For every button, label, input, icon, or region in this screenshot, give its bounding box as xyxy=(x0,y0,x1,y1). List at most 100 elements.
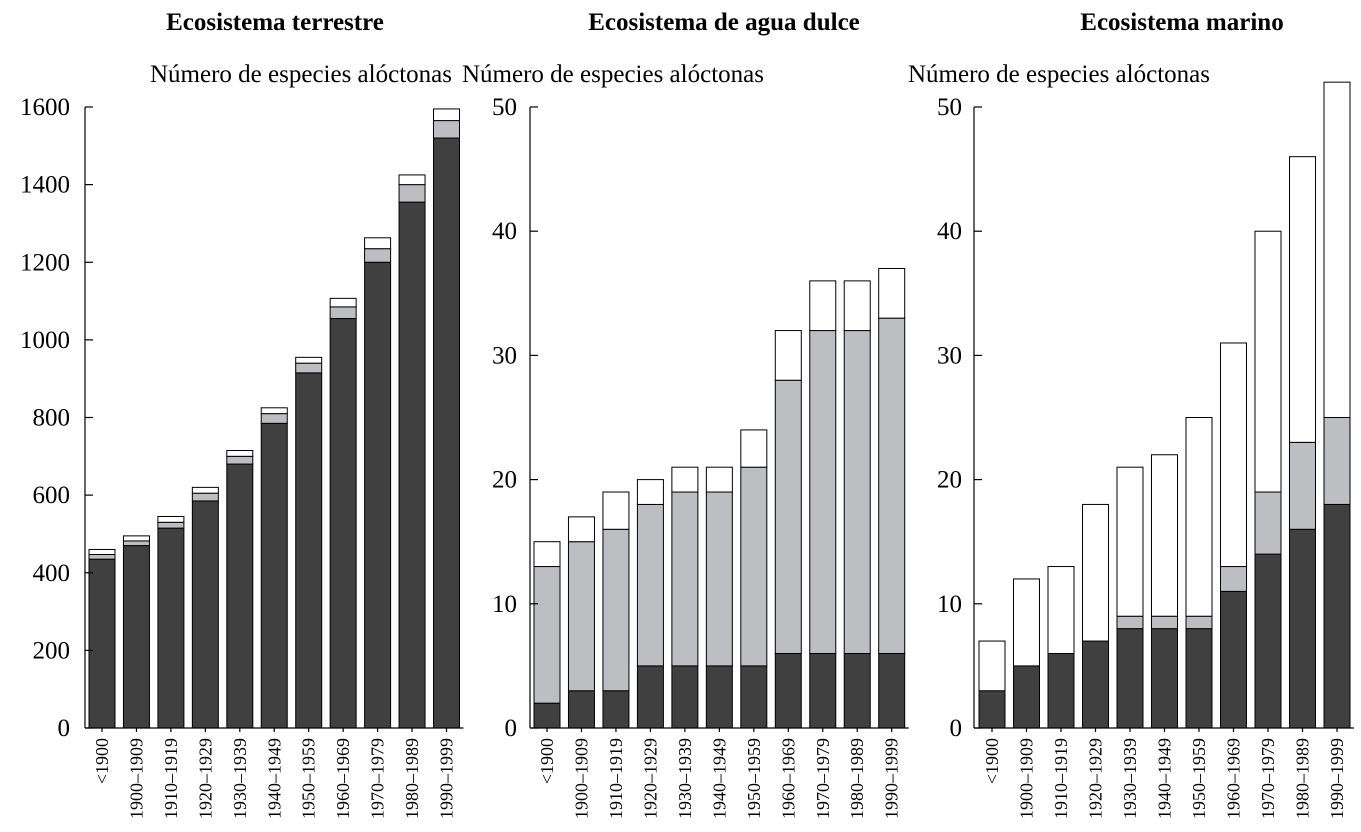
bar-segment-dark xyxy=(398,201,426,729)
x-tick-label: 1920–1929 xyxy=(640,738,660,819)
bar-segment-gray xyxy=(1185,615,1213,630)
y-tick-label: 1200 xyxy=(20,249,70,276)
bar-segment-white xyxy=(533,541,561,568)
chart-title: Ecosistema terrestre xyxy=(166,9,384,36)
bar-segment-gray xyxy=(260,413,288,424)
bar-segment-dark xyxy=(1116,628,1144,729)
bar-segment-white xyxy=(978,640,1006,692)
bar-segment-gray xyxy=(295,362,323,374)
x-tick-label: 1930–1939 xyxy=(675,738,695,819)
bar-segment-white xyxy=(398,174,426,186)
bar-segment-white xyxy=(602,491,630,530)
x-tick-label: 1960–1969 xyxy=(1224,738,1244,819)
y-tick-label: 30 xyxy=(492,342,517,369)
x-tick-label: 1980–1989 xyxy=(1293,738,1313,819)
bar-segment-white xyxy=(191,486,219,494)
bar-segment-dark xyxy=(705,665,733,729)
x-tick-label: 1910–1919 xyxy=(1051,738,1071,819)
x-tick-label: 1900–1909 xyxy=(126,738,146,819)
bar-segment-dark xyxy=(1013,665,1040,729)
bar-segment-dark xyxy=(740,665,768,729)
bar-segment-dark xyxy=(1151,628,1178,729)
y-tick-label: 0 xyxy=(950,715,963,742)
bar-segment-white xyxy=(567,516,595,543)
y-tick-label: 30 xyxy=(937,342,962,369)
y-tick-label: 800 xyxy=(33,405,71,432)
bar-segment-white xyxy=(295,356,323,364)
bar-segment-dark xyxy=(774,652,802,729)
bar-segment-gray xyxy=(1323,417,1351,505)
bar-segment-dark xyxy=(843,652,871,729)
x-tick-label: 1920–1929 xyxy=(195,738,215,819)
x-tick-label: 1970–1979 xyxy=(1258,738,1278,819)
bar-segment-gray xyxy=(226,455,254,465)
y-tick-label: 0 xyxy=(505,715,518,742)
bar-segment-gray xyxy=(1151,615,1178,630)
bar-segment-gray xyxy=(433,120,460,139)
x-tick-label: <1900 xyxy=(92,738,112,784)
bar-segment-white xyxy=(774,330,802,381)
chart-title: Ecosistema de agua dulce xyxy=(588,9,860,36)
bar-segment-dark xyxy=(1220,590,1247,729)
bar-segment-gray xyxy=(88,554,116,560)
bar-segment-white xyxy=(671,466,699,493)
bar-segment-white xyxy=(433,108,460,122)
y-tick-label: 10 xyxy=(492,591,517,618)
x-tick-label: 1950–1959 xyxy=(1189,738,1209,819)
bar-segment-white xyxy=(1151,454,1178,617)
x-tick-label: <1900 xyxy=(982,738,1002,784)
bar-segment-gray xyxy=(329,306,357,320)
y-tick-label: 1400 xyxy=(20,172,70,199)
axes: <1900 1900–1909 1910–1919 1920–1929 1930–193… xyxy=(937,94,1354,819)
bar-segment-dark xyxy=(567,690,595,729)
bar-segment-dark xyxy=(260,422,288,729)
bar-segment-dark xyxy=(1047,652,1075,729)
x-tick-label: 1900–1909 xyxy=(1017,738,1037,819)
x-tick-label: 1990–1999 xyxy=(882,738,902,819)
x-tick-label: 1980–1989 xyxy=(402,738,422,819)
x-tick-label: 1990–1999 xyxy=(437,738,457,819)
bar-segment-white xyxy=(1289,156,1316,443)
x-tick-label: 1940–1949 xyxy=(709,738,729,819)
bars xyxy=(533,267,906,729)
bar-segment-gray xyxy=(636,503,664,667)
bar-segment-dark xyxy=(329,318,357,729)
bar-segment-white xyxy=(1116,466,1144,617)
bar-segment-gray xyxy=(602,528,630,692)
bar-segment-dark xyxy=(122,545,150,729)
axes: <1900 1900–1909 1910–1919 1920–1929 1930–193… xyxy=(20,94,464,819)
x-tick-label: 1950–1959 xyxy=(744,738,764,819)
bar-segment-gray xyxy=(364,248,392,263)
bar-segment-dark xyxy=(533,702,561,729)
bar-segment-gray xyxy=(774,379,802,654)
bar-segment-dark xyxy=(878,652,906,729)
bar-segment-gray xyxy=(671,491,699,667)
bar-segment-dark xyxy=(157,527,185,729)
bar-segment-white xyxy=(843,280,871,332)
bar-segment-dark xyxy=(978,690,1006,729)
x-tick-label: 1940–1949 xyxy=(264,738,284,819)
bar-segment-dark xyxy=(364,261,392,729)
x-tick-label: 1950–1959 xyxy=(299,738,319,819)
bar-segment-gray xyxy=(191,492,219,502)
y-tick-label: 50 xyxy=(492,94,517,121)
bar-segment-white xyxy=(260,407,288,415)
bar-segment-dark xyxy=(433,137,460,729)
bar-segment-dark xyxy=(1082,640,1109,729)
bar-segment-dark xyxy=(809,652,837,729)
y-axis-label: Número de especies alóctonas xyxy=(462,61,764,88)
bar-segment-dark xyxy=(88,558,116,729)
bar-segment-gray xyxy=(398,184,426,203)
bar-segment-dark xyxy=(1289,528,1316,729)
bar-segment-gray xyxy=(705,491,733,667)
bar-segment-gray xyxy=(740,466,768,667)
bar-segment-white xyxy=(1013,578,1040,667)
chart-title: Ecosistema marino xyxy=(1080,9,1283,36)
bar-segment-dark xyxy=(1254,553,1282,729)
y-tick-label: 40 xyxy=(492,218,517,245)
panel-marino: Ecosistema marino Número de especies aló… xyxy=(908,9,1354,819)
x-tick-label: 1940–1949 xyxy=(1155,738,1175,819)
bar-segment-gray xyxy=(1220,566,1247,592)
bars xyxy=(88,108,460,729)
